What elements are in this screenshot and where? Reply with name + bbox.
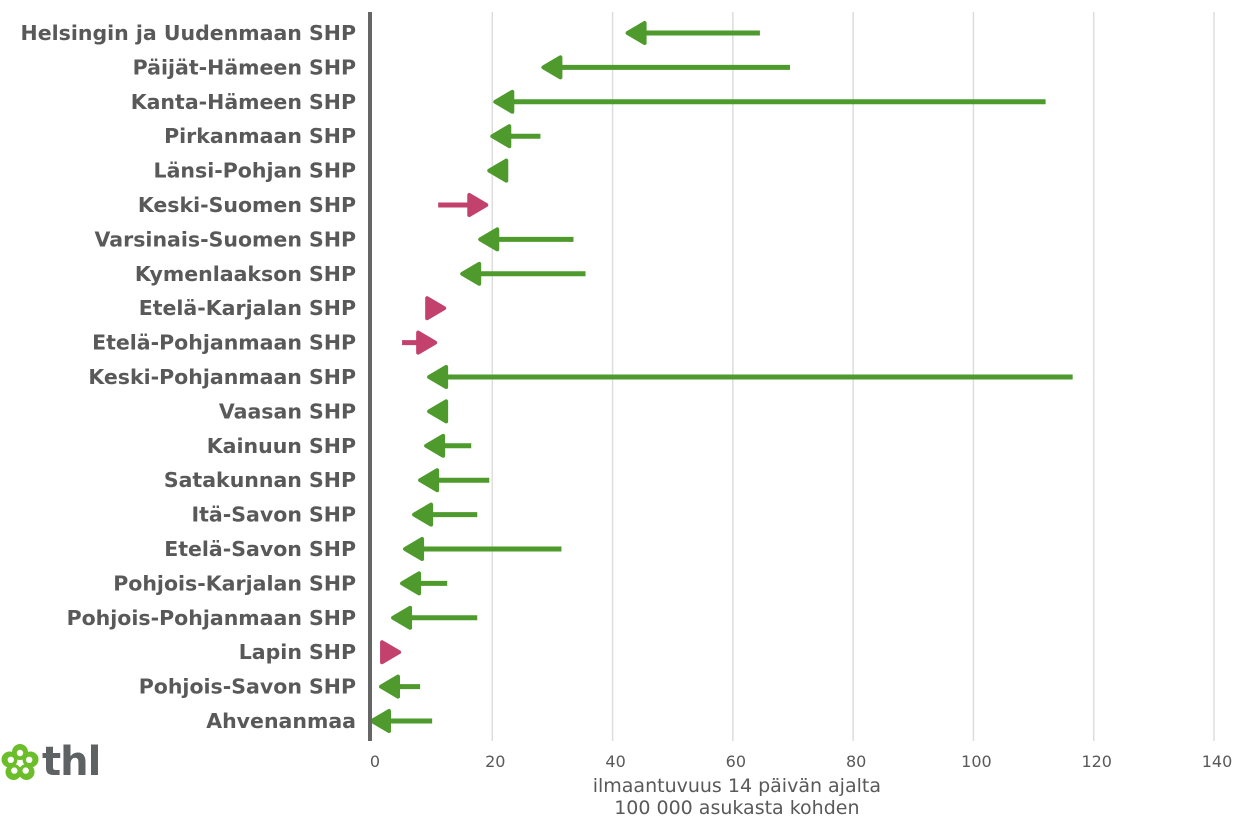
arrow-mark (425, 296, 447, 321)
category-label: Keski-Pohjanmaan SHP (88, 365, 356, 389)
category-label: Etelä-Savon SHP (164, 537, 356, 561)
arrow-mark (391, 605, 478, 630)
arrow-head (541, 55, 563, 80)
category-label: Pohjois-Pohjanmaan SHP (67, 606, 356, 630)
x-tick-label: 60 (726, 752, 746, 771)
category-label: Satakunnan SHP (164, 468, 356, 492)
arrow-mark (370, 709, 433, 733)
arrow-mark (438, 193, 489, 217)
x-tick-label: 120 (1081, 752, 1112, 771)
arrow-head (418, 468, 440, 493)
arrow-mark (424, 433, 472, 458)
category-label: Keski-Suomen SHP (138, 193, 356, 217)
arrow-mark (403, 537, 562, 561)
category-label: Kanta-Hämeen SHP (131, 90, 356, 114)
arrow-head (425, 296, 447, 321)
flower-icon (1, 744, 39, 780)
category-label: Kainuun SHP (207, 434, 356, 458)
arrow-head (467, 193, 489, 217)
arrow-mark (400, 571, 448, 596)
arrow-head (379, 674, 401, 699)
arrow-mark (427, 399, 449, 424)
category-label: Etelä-Karjalan SHP (139, 296, 356, 320)
arrow-mark (541, 55, 790, 80)
arrow-mark (380, 640, 402, 665)
thl-logo: thl (0, 739, 110, 787)
arrow-head (478, 227, 500, 252)
arrow-mark (490, 124, 541, 149)
category-label: Varsinais-Suomen SHP (95, 227, 356, 251)
arrow-head (427, 399, 449, 424)
arrow-head (490, 124, 512, 149)
arrow-head (625, 21, 647, 45)
arrow-mark (427, 365, 1073, 389)
arrow-mark (625, 21, 760, 45)
category-label: Ahvenanmaa (206, 709, 356, 733)
arrow-head (403, 537, 425, 561)
arrow-head (487, 158, 509, 183)
x-tick-labels: 0 20 40 60 80 100 120 140 (370, 752, 1232, 771)
arrow-mark (402, 330, 438, 355)
arrow-head (412, 502, 434, 527)
arrow-head (370, 709, 391, 733)
x-tick-label: 80 (846, 752, 866, 771)
category-label: Pirkanmaan SHP (164, 124, 356, 148)
logo-text: thl (42, 739, 101, 785)
category-label: Pohjois-Karjalan SHP (113, 571, 356, 595)
arrow-head (493, 89, 515, 114)
arrow-mark (379, 674, 421, 699)
arrow-mark (487, 158, 509, 183)
arrow-head (460, 261, 482, 286)
arrow-mark (493, 89, 1046, 114)
category-labels: Helsingin ja Uudenmaan SHP Päijät-Hämeen … (21, 21, 356, 733)
x-tick-label: 140 (1202, 752, 1233, 771)
arrow-head (380, 640, 402, 665)
x-tick-label: 100 (961, 752, 992, 771)
x-tick-label: 40 (605, 752, 625, 771)
category-label: Helsingin ja Uudenmaan SHP (21, 21, 356, 45)
x-axis-title-line: ilmaantuvuus 14 päivän ajalta (593, 775, 881, 797)
x-tick-label: 0 (370, 752, 380, 771)
arrow-head (424, 433, 446, 458)
x-axis-title-line: 100 000 asukasta kohden (614, 797, 859, 819)
category-label: Länsi-Pohjan SHP (154, 159, 356, 183)
x-tick-label: 20 (485, 752, 505, 771)
category-label: Vaasan SHP (219, 399, 356, 423)
arrow-head (400, 571, 422, 596)
arrow-mark (412, 502, 478, 527)
category-label: Päijät-Hämeen SHP (133, 55, 356, 79)
arrow-mark (418, 468, 490, 493)
arrow-head (391, 605, 413, 630)
arrows (370, 21, 1073, 733)
category-label: Kymenlaakson SHP (135, 262, 356, 286)
arrow-head (427, 365, 449, 389)
category-label: Etelä-Pohjanmaan SHP (92, 331, 356, 355)
x-axis-title: ilmaantuvuus 14 päivän ajalta 100 000 asu… (593, 775, 881, 819)
arrow-mark (478, 227, 574, 252)
category-label: Itä-Savon SHP (192, 503, 357, 527)
category-label: Pohjois-Savon SHP (139, 675, 356, 699)
arrow-mark (460, 261, 586, 286)
arrow-head (416, 330, 438, 355)
category-label: Lapin SHP (239, 640, 356, 664)
